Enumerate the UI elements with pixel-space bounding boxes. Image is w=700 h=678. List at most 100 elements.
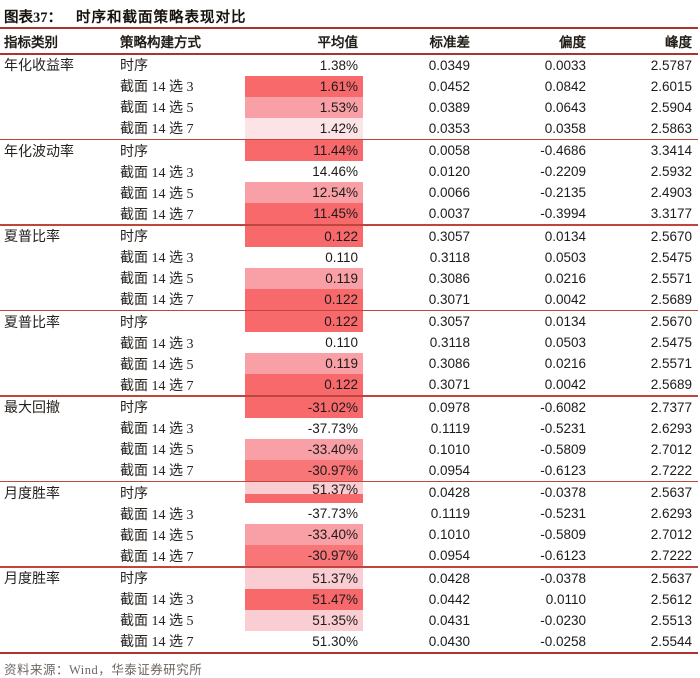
table-row: 月度胜率 时序 51.37% 0.0428 -0.0378 2.5637 — [0, 567, 700, 589]
mean-value-cell: 0.122 — [245, 225, 363, 247]
table-row: 截面 14 选 5 12.54% 0.0066 -0.2135 2.4903 — [0, 182, 700, 203]
header-rule — [0, 53, 698, 55]
mean-value-cell: 14.46% — [312, 164, 358, 179]
table-row: 截面 14 选 5 0.119 0.3086 0.0216 2.5571 — [0, 267, 700, 289]
kurtosis-value-cell: 2.7012 — [650, 441, 692, 457]
mean-value-cell: 0.110 — [325, 249, 358, 265]
strategy-method-cell: 截面 14 选 5 — [120, 614, 194, 629]
strategy-method-cell: 截面 14 选 5 — [120, 101, 194, 116]
header-std: 标准差 — [429, 35, 471, 50]
strategy-method-cell: 时序 — [120, 230, 148, 245]
std-value-cell: 0.0120 — [428, 164, 470, 179]
skewness-value-cell: -0.2209 — [540, 164, 586, 179]
kurtosis-value-cell: 2.5670 — [650, 314, 692, 329]
skewness-value-cell: -0.5231 — [540, 420, 586, 436]
skewness-value-cell: -0.6082 — [540, 399, 586, 415]
table-row: 夏普比率 时序 0.122 0.3057 0.0134 2.5670 — [0, 311, 700, 332]
strategy-method-cell: 截面 14 选 7 — [120, 293, 194, 308]
strategy-method-cell: 截面 14 选 5 — [120, 186, 194, 202]
std-value-cell: 0.3071 — [428, 377, 470, 392]
skewness-value-cell: -0.3994 — [540, 206, 586, 221]
std-value-cell: 0.1119 — [430, 420, 470, 436]
kurtosis-value-cell: 2.7222 — [650, 462, 692, 478]
kurtosis-value-cell: 2.4903 — [650, 185, 692, 200]
header-indicator-category: 指标类别 — [4, 35, 58, 50]
table-row: 截面 14 选 5 0.119 0.3086 0.0216 2.5571 — [0, 353, 700, 374]
mean-value-cell: 11.44% — [245, 140, 363, 161]
kurtosis-value-cell: 2.5571 — [650, 270, 692, 286]
mean-value-cell: 0.119 — [245, 267, 363, 289]
kurtosis-value-cell: 2.5904 — [650, 99, 692, 115]
table-row: 截面 14 选 5 -33.40% 0.1010 -0.5809 2.7012 — [0, 438, 700, 460]
mean-value-cell: 51.30% — [312, 633, 358, 649]
std-value-cell: 0.0353 — [428, 120, 470, 136]
table-row: 截面 14 选 7 0.122 0.3071 0.0042 2.5689 — [0, 374, 700, 395]
std-value-cell: 0.0058 — [428, 143, 470, 158]
skewness-value-cell: -0.0378 — [540, 570, 586, 586]
kurtosis-value-cell: 2.5637 — [650, 485, 692, 500]
std-value-cell: 0.0428 — [428, 485, 470, 500]
figure-label: 图表37： — [4, 10, 62, 26]
mean-value-cell: 11.45% — [245, 203, 363, 224]
strategy-method-cell: 时序 — [120, 486, 148, 502]
std-value-cell: 0.1119 — [430, 506, 470, 521]
kurtosis-value-cell: 2.5689 — [650, 291, 692, 307]
kurtosis-value-cell: 3.3177 — [650, 206, 692, 221]
kurtosis-value-cell: 2.6015 — [650, 78, 692, 94]
skewness-value-cell: -0.0378 — [540, 485, 586, 500]
skewness-value-cell: -0.6123 — [540, 462, 586, 478]
skewness-value-cell: 0.0503 — [544, 249, 586, 265]
strategy-method-cell: 截面 14 选 7 — [120, 378, 194, 394]
skewness-value-cell: 0.0033 — [544, 57, 586, 73]
indicator-category-cell: 夏普比率 — [4, 315, 60, 331]
header-mean: 平均值 — [317, 35, 359, 50]
strategy-method-cell: 时序 — [120, 572, 148, 587]
mean-value-cell: -33.40% — [245, 438, 363, 460]
strategy-method-cell: 截面 14 选 3 — [120, 422, 194, 437]
strategy-method-cell: 截面 14 选 7 — [120, 549, 194, 565]
kurtosis-value-cell: 2.5689 — [650, 377, 692, 392]
std-value-cell: 0.0978 — [428, 399, 470, 415]
skewness-value-cell: 0.0503 — [544, 335, 586, 350]
kurtosis-value-cell: 2.6293 — [650, 420, 692, 436]
title-rule — [0, 27, 698, 29]
strategy-method-cell: 截面 14 选 7 — [120, 464, 194, 479]
std-value-cell: 0.0442 — [428, 591, 470, 607]
kurtosis-value-cell: 2.5544 — [650, 633, 692, 649]
mean-value-cell: 1.61% — [245, 75, 363, 97]
table-row: 截面 14 选 5 -33.40% 0.1010 -0.5809 2.7012 — [0, 524, 700, 545]
table-bottom-rule — [0, 651, 698, 654]
table-row: 截面 14 选 3 0.110 0.3118 0.0503 2.5475 — [0, 332, 700, 353]
std-value-cell: 0.0954 — [428, 548, 470, 563]
strategy-method-cell: 时序 — [120, 144, 148, 160]
strategy-method-cell: 截面 14 选 3 — [120, 593, 194, 608]
strategy-method-cell: 时序 — [120, 315, 148, 331]
skewness-value-cell: -0.2135 — [540, 185, 586, 200]
section-divider-rule — [0, 138, 698, 140]
indicator-category-cell: 最大回撤 — [4, 401, 60, 416]
table-body: 年化收益率 时序 1.38% 0.0349 0.0033 2.5787 截面 14 选 3 1… — [0, 55, 700, 654]
table-row: 截面 14 选 7 1.42% 0.0353 0.0358 2.5863 — [0, 117, 700, 139]
kurtosis-value-cell: 2.5932 — [650, 164, 692, 179]
std-value-cell: 0.0430 — [428, 633, 470, 649]
table-row: 截面 14 选 7 0.122 0.3071 0.0042 2.5689 — [0, 288, 700, 310]
table-row: 截面 14 选 3 -37.73% 0.1119 -0.5231 2.6293 — [0, 503, 700, 524]
table-row: 截面 14 选 7 -30.97% 0.0954 -0.6123 2.7222 — [0, 545, 700, 566]
table-row: 年化收益率 时序 1.38% 0.0349 0.0033 2.5787 — [0, 55, 700, 76]
indicator-category-cell: 夏普比率 — [4, 230, 60, 245]
strategy-method-cell: 截面 14 选 7 — [120, 122, 194, 137]
skewness-value-cell: 0.0643 — [544, 99, 586, 115]
std-value-cell: 0.0452 — [428, 78, 470, 94]
mean-value-cell: -30.97% — [245, 459, 363, 481]
skewness-value-cell: -0.6123 — [540, 548, 586, 563]
table-row: 截面 14 选 3 -37.73% 0.1119 -0.5231 2.6293 — [0, 418, 700, 439]
mean-value-cell: -30.97% — [245, 545, 363, 566]
mean-value-cell: 0.122 — [245, 288, 363, 310]
header-strategy-method: 策略构建方式 — [120, 35, 201, 50]
mean-value-cell: 0.122 — [245, 374, 363, 395]
strategy-method-cell: 截面 14 选 7 — [120, 207, 194, 223]
mean-value-cell: 51.37% — [245, 482, 363, 503]
kurtosis-value-cell: 2.5670 — [650, 228, 692, 244]
table-row: 截面 14 选 5 1.53% 0.0389 0.0643 2.5904 — [0, 96, 700, 118]
mean-value-cell: 0.122 — [245, 311, 363, 332]
